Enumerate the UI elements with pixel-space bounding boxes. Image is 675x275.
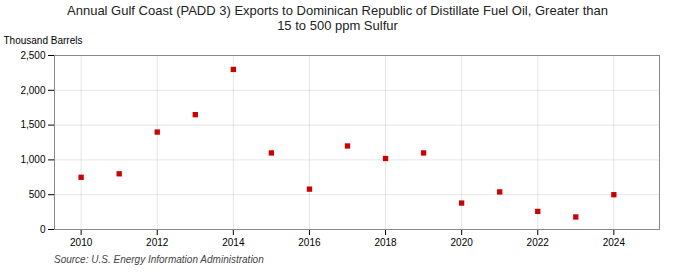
svg-text:2012: 2012 [146,237,169,248]
svg-text:2,500: 2,500 [20,50,45,61]
html-text:Annual Gulf Coast (PADD 3) Exp: Annual Gulf Coast (PADD 3) Exports to Do… [67,3,608,33]
svg-text:2022: 2022 [527,237,550,248]
svg-text:0: 0 [40,224,46,235]
svg-text:2020: 2020 [451,237,474,248]
svg-text:2010: 2010 [70,237,93,248]
svg-text:2014: 2014 [222,237,245,248]
svg-text:Thousand Barrels: Thousand Barrels [4,35,83,46]
html-text:Source: U.S. Energy Informatio: Source: U.S. Energy Information Administ… [54,254,264,265]
svg-text:2016: 2016 [298,237,321,248]
svg-text:1,500: 1,500 [20,119,45,130]
svg-text:500: 500 [29,189,46,200]
svg-text:1,000: 1,000 [20,154,45,165]
svg-text:2018: 2018 [374,237,397,248]
svg-text:2,000: 2,000 [20,85,45,96]
svg-text:2024: 2024 [603,237,626,248]
